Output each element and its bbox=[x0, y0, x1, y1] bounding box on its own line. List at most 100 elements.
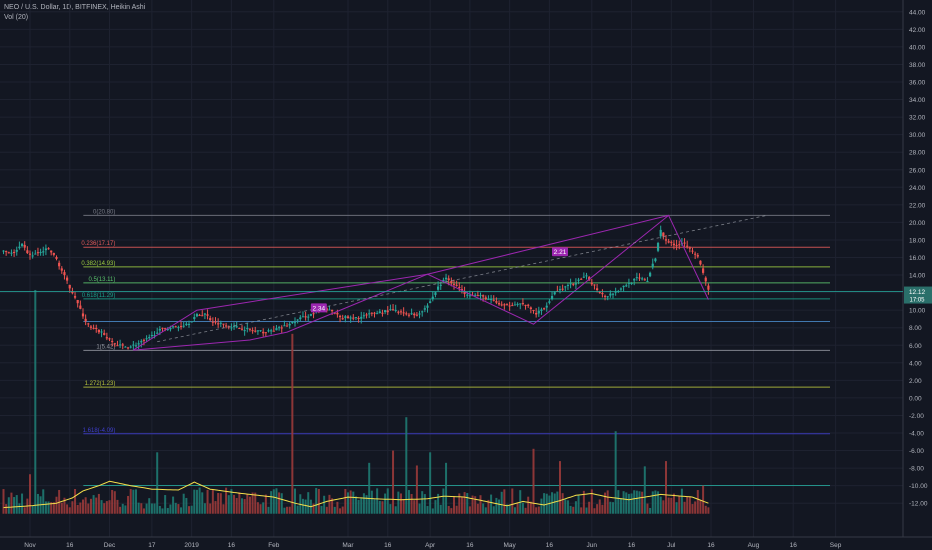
candle-body bbox=[246, 328, 249, 330]
volume-bar bbox=[214, 501, 217, 514]
candle-body bbox=[431, 296, 434, 300]
candle-body bbox=[649, 272, 652, 277]
volume-bar bbox=[421, 491, 424, 514]
candle-body bbox=[283, 325, 286, 327]
candle-body bbox=[201, 315, 204, 317]
time-tick-label: Sep bbox=[830, 542, 842, 549]
price-tick-label: 26.00 bbox=[909, 167, 926, 174]
volume-indicator-label[interactable]: Vol (20) bbox=[4, 14, 29, 21]
candle-body bbox=[638, 277, 641, 279]
candle-body bbox=[232, 325, 236, 327]
volume-bar bbox=[209, 503, 212, 514]
volume-bar bbox=[627, 493, 630, 514]
candle-body bbox=[100, 331, 103, 333]
volume-bar bbox=[580, 507, 583, 514]
volume-bar bbox=[135, 489, 137, 514]
volume-bar bbox=[5, 504, 8, 514]
volume-bar bbox=[447, 506, 450, 514]
volume-bar bbox=[111, 489, 114, 514]
candle-body bbox=[256, 330, 259, 332]
candle-body bbox=[288, 323, 291, 326]
volume-bar bbox=[635, 490, 638, 514]
fib-level-label: 0.382(14.93) bbox=[81, 261, 115, 267]
volume-bar bbox=[680, 488, 683, 514]
volume-bar bbox=[201, 492, 204, 514]
volume-bar bbox=[272, 489, 275, 514]
candle-body bbox=[384, 310, 387, 313]
candle-body bbox=[360, 316, 363, 319]
price-tick-label: 20.00 bbox=[909, 220, 926, 227]
candle-body bbox=[572, 283, 575, 285]
volume-bar bbox=[193, 489, 196, 514]
candle-body bbox=[121, 344, 124, 346]
volume-bar bbox=[506, 504, 508, 514]
volume-bar bbox=[410, 494, 413, 514]
volume-bar bbox=[74, 488, 77, 514]
candle-body bbox=[352, 317, 355, 319]
candle-body bbox=[370, 312, 373, 314]
candle-body bbox=[31, 255, 34, 257]
candle-body bbox=[354, 317, 358, 319]
volume-bar bbox=[60, 502, 63, 514]
candle-body bbox=[113, 343, 116, 345]
volume-bar bbox=[614, 431, 617, 514]
volume-bar bbox=[598, 499, 601, 514]
candle-body bbox=[105, 337, 108, 339]
candle-body bbox=[225, 325, 228, 327]
price-tick-label: 8.00 bbox=[909, 325, 922, 332]
candle-body bbox=[490, 299, 493, 301]
price-tick-label: 22.00 bbox=[909, 202, 926, 209]
candle-body bbox=[505, 304, 509, 306]
candle-body bbox=[394, 309, 397, 311]
time-tick-label: 2019 bbox=[184, 542, 199, 549]
volume-bar bbox=[47, 501, 50, 514]
candle-body bbox=[23, 244, 26, 248]
candle-body bbox=[95, 327, 98, 330]
volume-bar bbox=[423, 494, 426, 514]
volume-bar bbox=[153, 503, 156, 514]
volume-ma bbox=[3, 480, 709, 509]
candle-body bbox=[209, 318, 212, 321]
candle-body bbox=[413, 313, 416, 316]
volume-bar bbox=[256, 502, 259, 514]
candle-body bbox=[450, 280, 453, 284]
candle-body bbox=[651, 263, 654, 268]
volume-bar bbox=[657, 491, 660, 514]
price-tick-label: 6.00 bbox=[909, 343, 922, 350]
candle-body bbox=[415, 314, 418, 316]
time-tick-label: 16 bbox=[707, 542, 715, 549]
volume-bar bbox=[29, 474, 31, 514]
volume-bar bbox=[415, 465, 418, 514]
volume-bar bbox=[405, 417, 408, 514]
candle-body bbox=[18, 246, 21, 249]
candle-body bbox=[466, 294, 469, 296]
candle-body bbox=[346, 316, 350, 319]
time-tick-label: 16 bbox=[546, 542, 554, 549]
volume-bar bbox=[638, 491, 641, 514]
candle-body bbox=[625, 285, 628, 287]
volume-bar bbox=[569, 505, 572, 514]
candle-body bbox=[174, 326, 177, 328]
candle-body bbox=[309, 314, 312, 316]
volume-bar bbox=[82, 499, 84, 514]
candle-body bbox=[529, 307, 532, 310]
trendline-ratio-badge bbox=[552, 247, 568, 257]
volume-bar bbox=[535, 507, 538, 514]
volume-bar bbox=[182, 493, 185, 514]
volume-bar bbox=[479, 495, 482, 514]
price-tick-label: 14.00 bbox=[909, 273, 926, 280]
fib-level-label: 1.272(1.23) bbox=[85, 381, 116, 387]
fibonacci-retracement: 0(20.80) 0.236(17.17) 0.382(14.93) 0.5(13.1… bbox=[81, 209, 830, 486]
candle-body bbox=[524, 304, 527, 306]
volume-bar bbox=[527, 496, 530, 514]
candle-body bbox=[487, 298, 490, 300]
volume-bar bbox=[511, 488, 514, 514]
volume-bar bbox=[185, 497, 188, 514]
candle-body bbox=[582, 276, 585, 278]
time-tick-label: Jun bbox=[587, 542, 598, 549]
volume-bar bbox=[553, 493, 556, 514]
volume-bar bbox=[140, 503, 143, 514]
candle-body bbox=[81, 313, 85, 317]
last-price-label: 12.12 bbox=[909, 289, 926, 296]
